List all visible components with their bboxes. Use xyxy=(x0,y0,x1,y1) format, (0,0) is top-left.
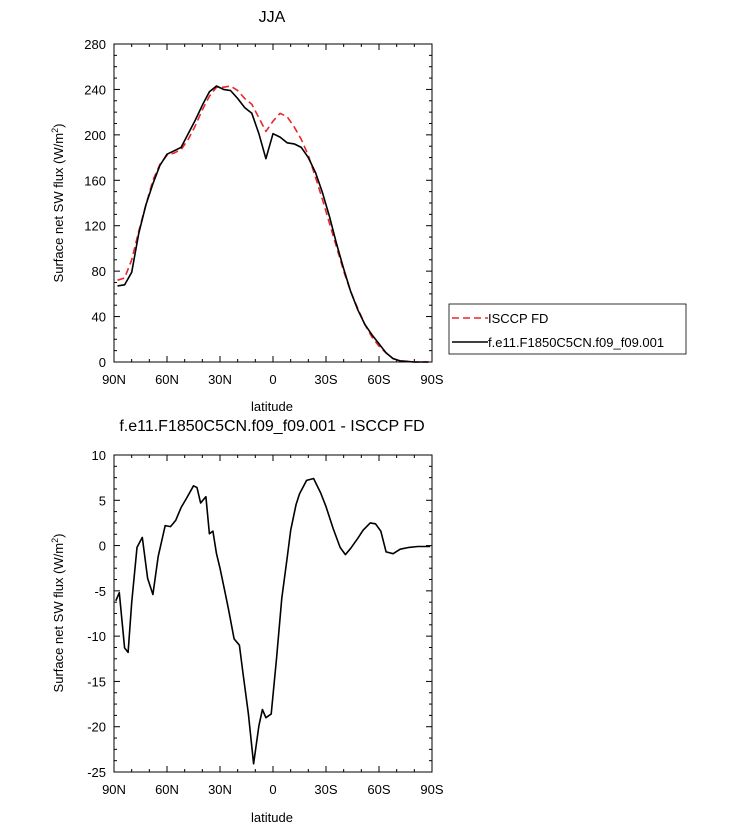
top-x-tick-label: 60S xyxy=(367,372,390,387)
bottom-x-tick-label: 30N xyxy=(208,782,232,797)
legend-box xyxy=(448,303,687,355)
top-series-lines xyxy=(117,85,429,363)
top-y-tick-label: 280 xyxy=(84,37,106,52)
top-y-axis-label-sup: 2 xyxy=(50,128,60,133)
bottom-y-tick-label: -5 xyxy=(94,584,106,599)
bottom-x-tick-label: 60S xyxy=(367,782,390,797)
bottom-y-tick-label: -25 xyxy=(87,765,106,780)
bottom-x-tick-label: 30S xyxy=(314,782,337,797)
bottom-series-lines xyxy=(115,477,431,765)
bottom-y-tick-label: -10 xyxy=(87,629,106,644)
top-y-tick-label: 0 xyxy=(99,355,106,370)
bottom-x-tick-label: 90S xyxy=(420,782,443,797)
top-plot-frame xyxy=(113,43,433,363)
bottom-y-axis-label-end: ) xyxy=(51,534,66,538)
bottom-series-line-0 xyxy=(115,477,431,765)
legend: ISCCP FD f.e11.F1850C5CN.f09_f09.001 xyxy=(448,303,687,355)
bottom-x-tick-label: 0 xyxy=(269,782,276,797)
top-x-tick-label: 90N xyxy=(102,372,126,387)
bottom-y-tick-label: -15 xyxy=(87,674,106,689)
top-series-line-0 xyxy=(117,85,429,363)
bottom-x-tick-label: 90N xyxy=(102,782,126,797)
top-x-tick-label: 30S xyxy=(314,372,337,387)
top-y-tick-label: 240 xyxy=(84,82,106,97)
top-y-tick-label: 200 xyxy=(84,128,106,143)
top-chart: JJA 90N 60N 30N 0 30S 60S 90S 0 40 80 120 160 200 240… xyxy=(50,9,687,414)
bottom-y-tick-label: -20 xyxy=(87,720,106,735)
bottom-x-tick-label: 60N xyxy=(155,782,179,797)
top-x-tick-label: 90S xyxy=(420,372,443,387)
top-ticks: 90N 60N 30N 0 30S 60S 90S 0 40 80 120 160 200 240 280 xyxy=(84,37,444,387)
top-y-axis-label-main: Surface net SW flux (W/m xyxy=(51,133,66,283)
bottom-chart-title: f.e11.F1850C5CN.f09_f09.001 - ISCCP FD xyxy=(119,418,424,435)
bottom-y-axis-label: Surface net SW flux (W/m2) xyxy=(50,534,66,693)
top-y-tick-label: 40 xyxy=(92,310,106,325)
bottom-y-axis-label-main: Surface net SW flux (W/m xyxy=(51,543,66,693)
legend-label-isccp: ISCCP FD xyxy=(488,311,548,326)
bottom-plot-frame xyxy=(113,454,433,773)
bottom-x-axis-label: latitude xyxy=(251,810,293,825)
legend-label-model: f.e11.F1850C5CN.f09_f09.001 xyxy=(488,335,664,350)
top-y-tick-label: 160 xyxy=(84,173,106,188)
top-x-tick-label: 0 xyxy=(269,372,276,387)
bottom-y-tick-label: 0 xyxy=(99,539,106,554)
top-y-tick-label: 120 xyxy=(84,219,106,234)
bottom-y-tick-label: 5 xyxy=(99,493,106,508)
top-x-tick-label: 60N xyxy=(155,372,179,387)
bottom-y-axis-label-sup: 2 xyxy=(50,538,60,543)
bottom-ticks: 90N 60N 30N 0 30S 60S 90S -25 -20 -15 -10 -5 0 5 10 xyxy=(87,448,444,797)
top-x-axis-label: latitude xyxy=(251,399,293,414)
top-x-tick-label: 30N xyxy=(208,372,232,387)
top-chart-title: JJA xyxy=(259,9,286,26)
bottom-chart: f.e11.F1850C5CN.f09_f09.001 - ISCCP FD 9… xyxy=(50,418,444,825)
bottom-y-tick-label: 10 xyxy=(92,448,106,463)
top-y-tick-label: 80 xyxy=(92,264,106,279)
top-series-line-1 xyxy=(117,85,429,363)
top-y-axis-label-end: ) xyxy=(51,124,66,128)
top-y-axis-label: Surface net SW flux (W/m2) xyxy=(50,124,66,283)
